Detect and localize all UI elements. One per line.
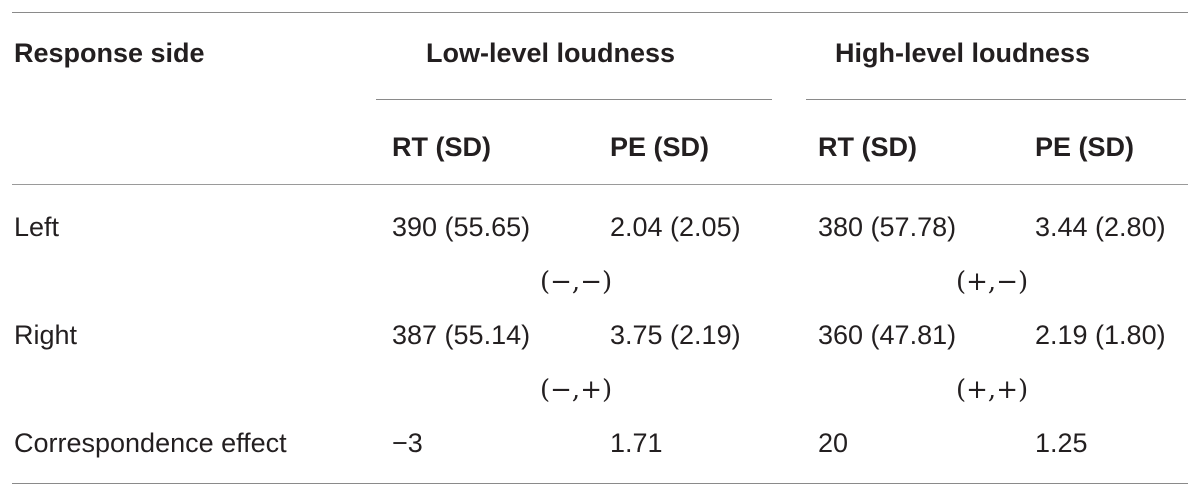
sign-left-high: (+,−)	[956, 267, 1029, 297]
cell-left-rt-low: 390 (55.65)	[392, 212, 531, 242]
cell-left-pe-high: 3.44 (2.80)	[1035, 212, 1166, 242]
cell-effect-pe-low: 1.71	[610, 428, 663, 458]
header-response-side: Response side	[14, 38, 205, 68]
subheader-pe-high: PE (SD)	[1035, 132, 1135, 162]
cell-left-rt-high: 380 (57.78)	[818, 212, 957, 242]
subheader-rt-high: RT (SD)	[818, 132, 917, 162]
sign-left-low: (−,−)	[540, 267, 613, 297]
group-rule-low	[376, 99, 772, 100]
row-label-right: Right	[14, 320, 78, 350]
cell-right-pe-high: 2.19 (1.80)	[1035, 320, 1166, 350]
row-label-correspondence-effect: Correspondence effect	[14, 428, 287, 458]
table-bottom-rule	[12, 483, 1188, 484]
table-top-rule	[12, 12, 1188, 13]
cell-effect-rt-low: −3	[392, 428, 423, 458]
cell-effect-rt-high: 20	[818, 428, 849, 458]
header-high-level-loudness: High-level loudness	[835, 38, 1091, 68]
subheader-pe-low: PE (SD)	[610, 132, 710, 162]
cell-right-pe-low: 3.75 (2.19)	[610, 320, 741, 350]
header-low-level-loudness: Low-level loudness	[426, 38, 676, 68]
cell-left-pe-low: 2.04 (2.05)	[610, 212, 741, 242]
sign-right-high: (+,+)	[956, 375, 1029, 405]
sign-right-low: (−,+)	[540, 375, 613, 405]
cell-effect-pe-high: 1.25	[1035, 428, 1088, 458]
row-label-left: Left	[14, 212, 60, 242]
header-bottom-rule	[12, 184, 1188, 185]
group-rule-high	[806, 99, 1186, 100]
cell-right-rt-low: 387 (55.14)	[392, 320, 531, 350]
cell-right-rt-high: 360 (47.81)	[818, 320, 957, 350]
subheader-rt-low: RT (SD)	[392, 132, 491, 162]
